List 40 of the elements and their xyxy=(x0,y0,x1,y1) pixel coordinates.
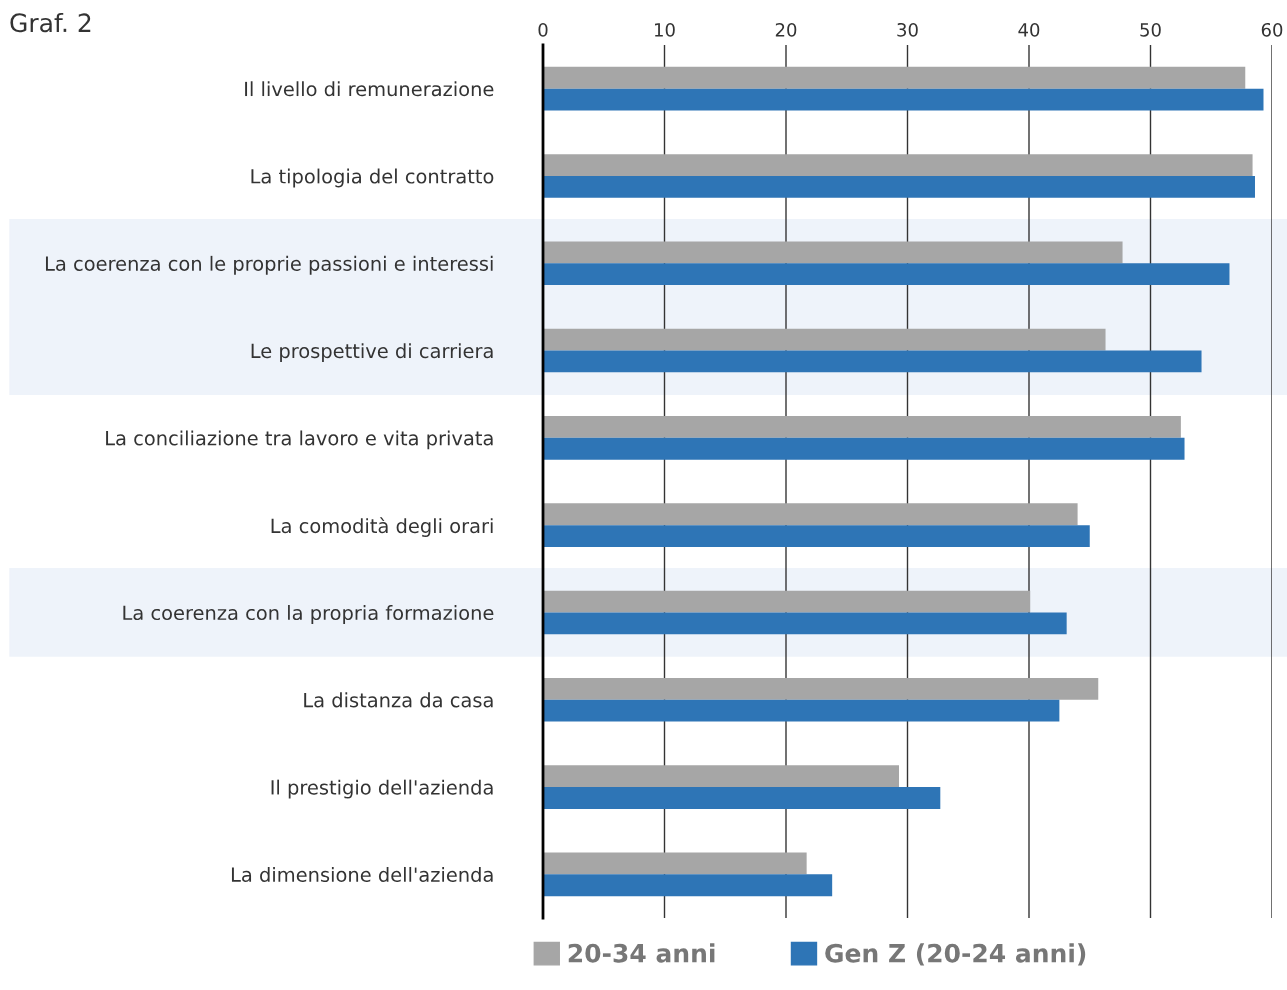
bar xyxy=(543,437,1185,460)
x-tick-label: 40 xyxy=(1018,22,1040,37)
x-tick-label: 30 xyxy=(897,22,918,37)
bar xyxy=(543,525,1090,547)
y-tick-label: La conciliazione tra lavoro e vita privata xyxy=(106,430,493,450)
bar xyxy=(543,154,1253,176)
bar xyxy=(543,765,899,788)
y-tick-label: Il livello di remunerazione xyxy=(245,81,494,97)
y-tick-label: Il prestigio dell'azienda xyxy=(271,779,493,799)
y-tick-label: La distanza da casa xyxy=(304,692,493,708)
bar xyxy=(543,241,1123,264)
bar xyxy=(543,590,1031,613)
y-tick-label: La comodità degli orari xyxy=(271,517,493,537)
bar xyxy=(543,787,941,809)
x-tick-label: 50 xyxy=(1140,22,1161,37)
text: Graf. 2 xyxy=(10,12,91,33)
bar xyxy=(543,66,1246,89)
bar xyxy=(543,699,1060,722)
x-tick-label: 60 xyxy=(1261,22,1283,37)
bar xyxy=(543,416,1181,438)
x-tick-label: 20 xyxy=(775,22,797,37)
bar xyxy=(543,874,833,897)
legend-label: 20-34 anni xyxy=(568,943,715,963)
y-tick-label: La coerenza con la propria formazione xyxy=(123,605,494,624)
x-tick-label: 10 xyxy=(655,22,675,37)
bar xyxy=(543,328,1106,351)
x-tick-label: 0 xyxy=(538,22,548,37)
bar xyxy=(543,263,1230,286)
legend-label: Gen Z (20-24 anni) xyxy=(825,943,1086,966)
bar xyxy=(543,612,1067,635)
y-tick-label: La tipologia del contratto xyxy=(251,168,494,188)
bar xyxy=(543,852,807,875)
bar xyxy=(543,677,1099,700)
y-tick-label: La dimensione dell'azienda xyxy=(231,866,493,883)
y-tick-label: La coerenza con le proprie passioni e interessi xyxy=(45,255,493,275)
bar xyxy=(543,88,1264,111)
bar xyxy=(543,350,1202,373)
bar xyxy=(543,175,1255,198)
y-tick-label: Le prospettive di carriera xyxy=(251,343,493,362)
bar xyxy=(543,503,1078,526)
